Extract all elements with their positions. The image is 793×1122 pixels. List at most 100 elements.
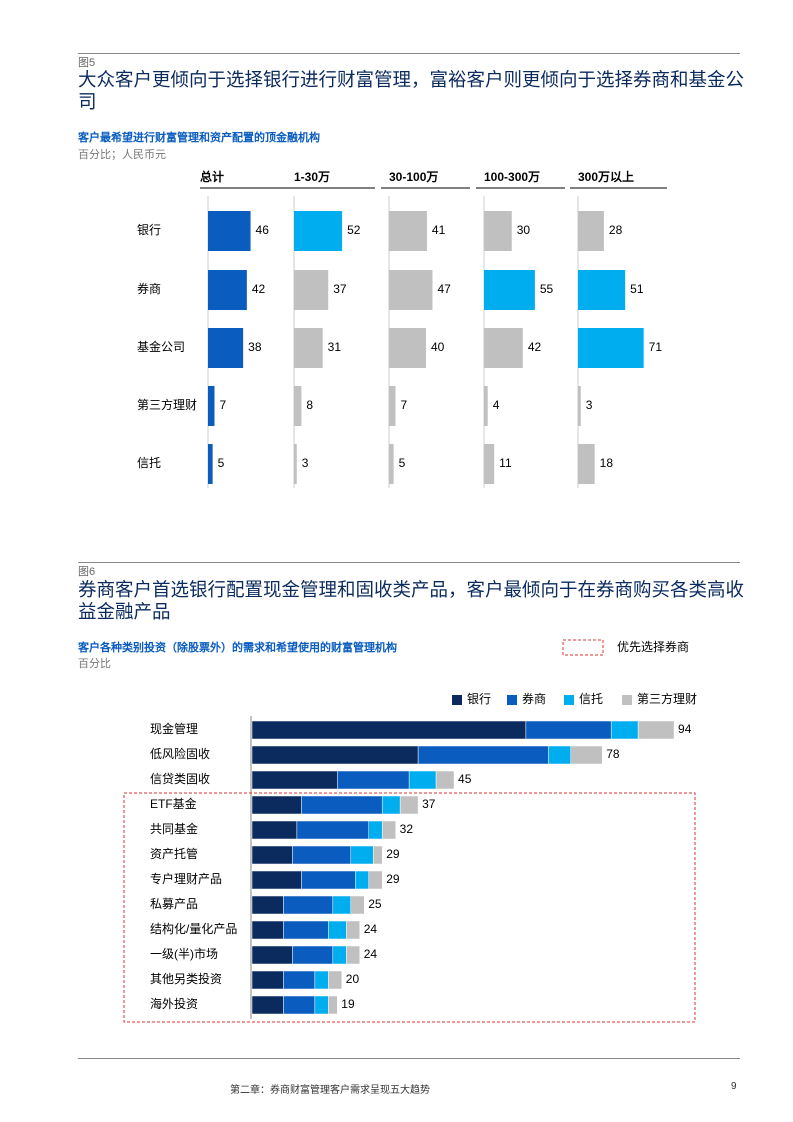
category-label: 海外投资 — [150, 996, 198, 1011]
bar — [294, 444, 297, 484]
value-label: 47 — [437, 282, 451, 296]
category-label: 券商 — [137, 281, 161, 296]
bar-segment — [610, 720, 639, 740]
bar-segment — [301, 870, 356, 890]
value-label: 46 — [256, 223, 270, 237]
unit-note: 百分比 — [78, 658, 111, 670]
bar-segment — [251, 820, 298, 840]
bar-segment — [408, 770, 437, 790]
figure-label: 图5 — [78, 57, 96, 69]
value-label: 41 — [432, 223, 446, 237]
bar — [389, 386, 396, 426]
chart-subtitle: 客户最希望进行财富管理和资产配置的顶金融机构 — [78, 132, 320, 144]
panel-header: 30-100万 — [389, 170, 438, 184]
bar-segment — [350, 895, 365, 915]
bar — [389, 270, 433, 310]
category-label: ETF基金 — [150, 796, 197, 811]
value-label: 18 — [600, 456, 614, 470]
category-label: 一级(半)市场 — [150, 946, 218, 961]
bar-segment — [251, 995, 284, 1015]
bar — [208, 386, 215, 426]
bar — [484, 211, 512, 251]
bar-segment — [328, 995, 338, 1015]
rule — [78, 53, 740, 54]
figure-title: 券商客户首选银行配置现金管理和固收类产品，客户最倾向于在券商购买各类高收益金融产… — [78, 581, 745, 623]
bar-segment — [251, 720, 527, 740]
category-label: 其他另类投资 — [150, 971, 222, 986]
value-label: 5 — [399, 456, 406, 470]
bar-segment — [381, 820, 396, 840]
bar — [389, 328, 426, 368]
bar-segment — [368, 870, 383, 890]
category-label: 共同基金 — [150, 821, 198, 836]
legend-swatch — [564, 695, 574, 705]
category-label: 现金管理 — [150, 721, 198, 736]
page-number: 9 — [731, 1081, 737, 1092]
bar-segment — [283, 970, 316, 990]
bar-segment — [251, 945, 293, 965]
total-label: 29 — [386, 872, 400, 886]
bar-segment — [314, 970, 329, 990]
footer-chapter: 第二章：券商财富管理客户需求呈现五大趋势 — [230, 1085, 430, 1096]
bar-segment — [328, 920, 347, 940]
bar-segment — [251, 770, 338, 790]
category-label: 基金公司 — [137, 339, 185, 354]
total-label: 94 — [678, 722, 692, 736]
bar-segment — [637, 720, 675, 740]
bar-segment — [251, 920, 284, 940]
bar-segment — [332, 945, 347, 965]
value-label: 55 — [540, 282, 554, 296]
bar-segment — [283, 920, 329, 940]
legend-label: 第三方理财 — [637, 691, 697, 706]
category-label: 信托 — [137, 456, 161, 470]
value-label: 51 — [630, 282, 644, 296]
bar — [484, 444, 495, 484]
value-label: 5 — [218, 456, 225, 470]
bar-segment — [292, 845, 352, 865]
bar — [578, 444, 595, 484]
total-label: 19 — [341, 997, 355, 1011]
value-label: 42 — [252, 282, 266, 296]
bar-segment — [283, 895, 334, 915]
bar-segment — [251, 970, 284, 990]
bar-segment — [372, 845, 383, 865]
bar — [484, 386, 488, 426]
bar-segment — [292, 945, 334, 965]
panel-header: 300万以上 — [578, 169, 634, 184]
value-label: 40 — [431, 340, 445, 354]
total-label: 24 — [364, 922, 378, 936]
bar — [208, 328, 244, 368]
bar-segment — [346, 920, 361, 940]
bar — [208, 211, 251, 251]
chart-subtitle: 客户各种类别投资（除股票外）的需求和希望使用的财富管理机构 — [78, 642, 397, 654]
bar — [208, 270, 247, 310]
bar-segment — [251, 795, 302, 815]
legend-label: 信托 — [579, 692, 603, 706]
value-label: 7 — [400, 398, 407, 412]
bar-segment — [368, 820, 383, 840]
unit-note: 百分比；人民币元 — [78, 149, 166, 161]
bar-segment — [417, 745, 549, 765]
bar-segment — [355, 870, 369, 890]
bar — [484, 270, 535, 310]
value-label: 3 — [586, 398, 593, 412]
category-label: 银行 — [137, 223, 161, 237]
category-label: 信贷类固收 — [150, 772, 210, 786]
category-label: 私募产品 — [150, 897, 198, 911]
bar-segment — [296, 820, 369, 840]
bar-segment — [346, 945, 361, 965]
bar-segment — [350, 845, 374, 865]
value-label: 38 — [248, 340, 262, 354]
legend-swatch — [622, 695, 632, 705]
bar — [578, 270, 626, 310]
total-label: 20 — [346, 972, 360, 986]
bar-segment — [314, 995, 329, 1015]
value-label: 42 — [528, 340, 542, 354]
bar — [389, 211, 427, 251]
bar-segment — [435, 770, 455, 790]
legend-label: 银行 — [467, 692, 491, 706]
bar-segment — [381, 795, 401, 815]
total-label: 32 — [400, 822, 414, 836]
rule — [78, 562, 740, 563]
